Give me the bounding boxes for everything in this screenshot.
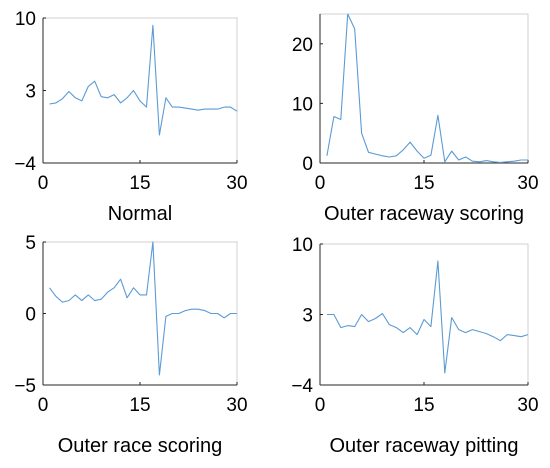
series-line xyxy=(326,260,529,374)
y-tick-label: −4 xyxy=(14,154,36,175)
x-tick-label: 15 xyxy=(129,395,150,416)
x-tick-label: 15 xyxy=(129,173,150,194)
y-tick-label: 10 xyxy=(292,94,313,115)
x-tick-label: 0 xyxy=(315,173,326,194)
series-line xyxy=(49,241,237,376)
x-tick-label: 30 xyxy=(517,173,538,194)
x-tick-label: 30 xyxy=(517,395,538,416)
panel-caption: Normal xyxy=(108,203,172,225)
y-tick-label: −5 xyxy=(14,376,36,397)
y-tick-label: 3 xyxy=(25,82,36,103)
x-tick-label: 15 xyxy=(413,173,434,194)
x-tick-label: 30 xyxy=(226,395,247,416)
plot-area-frame xyxy=(319,243,529,386)
y-tick-label: 5 xyxy=(25,233,36,254)
x-tick-label: 0 xyxy=(38,395,49,416)
y-tick-label: −4 xyxy=(291,376,313,397)
plot-area-frame xyxy=(319,13,529,164)
y-tick-label: 10 xyxy=(15,9,36,30)
chart-panel-outer-raceway-scoring: 0 10 20 0 15 30 Outer raceway scoring xyxy=(292,13,539,225)
y-tick-label: 20 xyxy=(292,35,313,56)
y-tick-label: 3 xyxy=(302,306,313,327)
plot-area-frame xyxy=(42,17,238,164)
x-tick-label: 30 xyxy=(226,173,247,194)
y-tick-label: 10 xyxy=(292,235,313,256)
x-tick-label: 0 xyxy=(315,395,326,416)
panel-caption: Outer raceway scoring xyxy=(324,203,524,225)
y-tick-label: 0 xyxy=(302,154,313,175)
series-line xyxy=(326,13,528,163)
panel-caption: Outer race scoring xyxy=(58,435,223,457)
x-tick-label: 15 xyxy=(413,395,434,416)
x-tick-label: 0 xyxy=(38,173,49,194)
y-tick-label: 0 xyxy=(25,305,36,326)
chart-panel-normal: −4 3 10 0 15 30 Normal xyxy=(14,9,247,225)
series-line xyxy=(49,24,238,136)
plot-area-frame xyxy=(42,241,238,386)
panel-caption: Outer raceway pitting xyxy=(330,435,519,457)
chart-panel-outer-raceway-pitting: −4 3 10 0 15 30 Outer raceway pitting xyxy=(291,235,538,457)
